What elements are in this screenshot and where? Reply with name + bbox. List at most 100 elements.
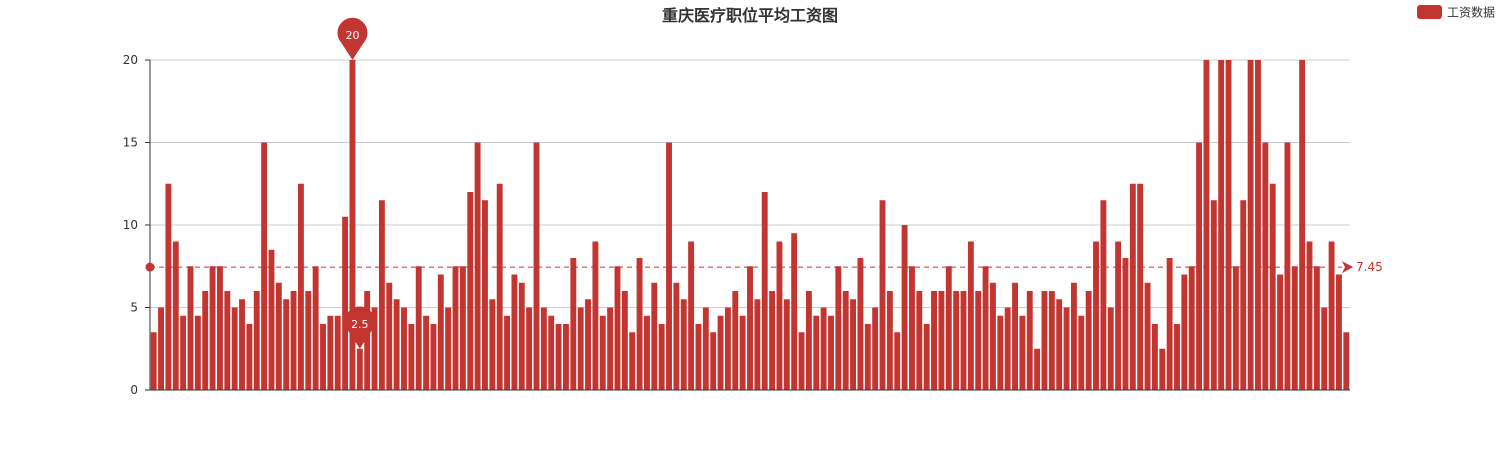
bar[interactable] — [1196, 142, 1203, 391]
bar[interactable] — [504, 315, 510, 390]
bar[interactable] — [1328, 241, 1335, 391]
bar[interactable] — [1269, 183, 1276, 390]
bar[interactable] — [430, 324, 437, 390]
bar[interactable] — [666, 142, 672, 391]
bar[interactable] — [305, 291, 312, 390]
bar[interactable] — [842, 291, 849, 390]
bar[interactable] — [783, 299, 790, 390]
bar[interactable] — [474, 142, 481, 391]
bar[interactable] — [636, 258, 643, 390]
bar[interactable] — [747, 266, 753, 390]
bar[interactable] — [1026, 291, 1033, 390]
bar[interactable] — [364, 291, 371, 390]
bar[interactable] — [1343, 332, 1350, 390]
bar[interactable] — [857, 258, 864, 390]
bar[interactable] — [805, 291, 812, 390]
bar[interactable] — [1063, 307, 1070, 391]
bar[interactable] — [1306, 241, 1313, 391]
bar[interactable] — [1255, 60, 1261, 390]
bar[interactable] — [1203, 60, 1210, 390]
bar[interactable] — [526, 307, 533, 391]
bar[interactable] — [953, 291, 960, 390]
bar[interactable] — [290, 291, 297, 390]
bar[interactable] — [960, 291, 967, 390]
bar[interactable] — [901, 225, 908, 390]
bar[interactable] — [577, 307, 584, 391]
bar[interactable] — [909, 266, 915, 390]
bar[interactable] — [798, 332, 805, 390]
bar[interactable] — [651, 282, 658, 390]
bar[interactable] — [761, 192, 768, 390]
bar[interactable] — [371, 307, 378, 391]
bar[interactable] — [592, 241, 599, 391]
bar[interactable] — [1159, 348, 1166, 390]
bar[interactable] — [1137, 183, 1144, 390]
bar[interactable] — [445, 307, 452, 391]
bar[interactable] — [165, 183, 172, 390]
bar[interactable] — [1210, 200, 1217, 390]
bar[interactable] — [702, 307, 709, 391]
bar[interactable] — [585, 299, 591, 390]
bar[interactable] — [710, 332, 717, 390]
legend-swatch[interactable] — [1417, 5, 1442, 19]
bar[interactable] — [813, 315, 820, 390]
bar[interactable] — [1004, 307, 1011, 391]
bar[interactable] — [349, 60, 356, 390]
bar[interactable] — [511, 274, 518, 391]
bar[interactable] — [923, 324, 930, 390]
bar[interactable] — [886, 291, 893, 390]
bar[interactable] — [828, 315, 834, 390]
bar[interactable] — [423, 315, 430, 390]
legend[interactable]: 工资数据 — [1417, 5, 1495, 20]
bar[interactable] — [548, 315, 555, 390]
bar[interactable] — [1122, 258, 1129, 390]
bar[interactable] — [415, 266, 422, 390]
bar[interactable] — [967, 241, 974, 391]
bar[interactable] — [975, 291, 982, 390]
bar[interactable] — [673, 282, 680, 390]
bar[interactable] — [1181, 274, 1188, 391]
bar[interactable] — [1225, 60, 1232, 390]
bar[interactable] — [356, 348, 363, 390]
bar[interactable] — [150, 332, 157, 390]
bar[interactable] — [1321, 307, 1328, 391]
bar[interactable] — [835, 266, 842, 390]
bar[interactable] — [850, 299, 857, 390]
bar[interactable] — [540, 307, 547, 391]
bar[interactable] — [216, 266, 223, 390]
bar[interactable] — [769, 291, 776, 390]
bar[interactable] — [688, 241, 695, 391]
bar[interactable] — [563, 324, 569, 390]
legend-label[interactable]: 工资数据 — [1447, 5, 1495, 20]
bar[interactable] — [297, 183, 304, 390]
bar[interactable] — [931, 291, 937, 390]
bar[interactable] — [1070, 282, 1077, 390]
bar[interactable] — [187, 266, 194, 390]
bar[interactable] — [261, 142, 268, 391]
bar[interactable] — [209, 266, 216, 390]
bar[interactable] — [791, 233, 798, 390]
bar[interactable] — [437, 274, 444, 391]
bar[interactable] — [320, 324, 326, 390]
bar[interactable] — [695, 324, 702, 390]
bar[interactable] — [1151, 324, 1158, 390]
bar[interactable] — [1277, 274, 1284, 391]
bar[interactable] — [621, 291, 628, 390]
bar[interactable] — [1078, 315, 1085, 390]
bar[interactable] — [1174, 324, 1180, 390]
bar[interactable] — [629, 332, 636, 390]
bar[interactable] — [938, 291, 945, 390]
bar[interactable] — [1115, 241, 1122, 391]
bar[interactable] — [732, 291, 739, 390]
bar[interactable] — [489, 299, 496, 390]
bar[interactable] — [1019, 315, 1026, 390]
bar[interactable] — [1313, 266, 1320, 390]
bar[interactable] — [224, 291, 231, 390]
bar[interactable] — [864, 324, 871, 390]
bar[interactable] — [820, 307, 827, 391]
bar[interactable] — [1299, 60, 1306, 390]
bar[interactable] — [1100, 200, 1107, 390]
bar[interactable] — [643, 315, 650, 390]
bar[interactable] — [496, 183, 503, 390]
bar[interactable] — [1041, 291, 1048, 390]
